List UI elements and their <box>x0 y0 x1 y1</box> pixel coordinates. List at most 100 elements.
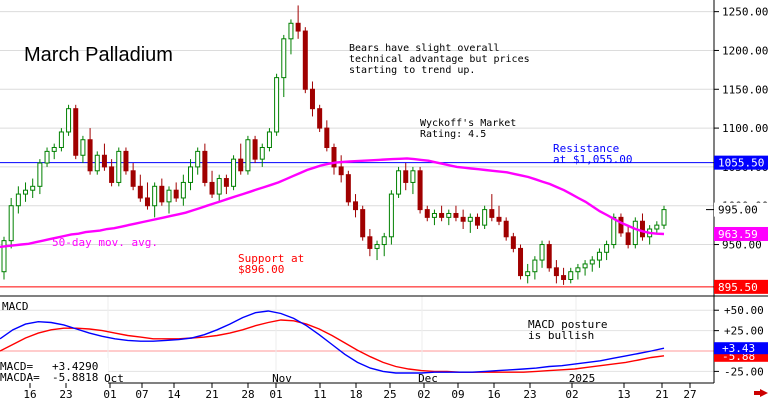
date-tick-label: 01 <box>103 388 116 401</box>
commentary-box: Bears have slight overall technical adva… <box>349 43 530 76</box>
date-tick-label: 16 <box>23 388 36 401</box>
macd-tick-label: +25.00 <box>724 325 764 338</box>
month-label: Nov <box>272 372 292 385</box>
candle-body <box>596 251 602 261</box>
rating-text: Wyckoff's Market Rating: 4.5 <box>420 118 517 140</box>
candle-body <box>309 88 315 110</box>
price-tick-label: 1150.00 <box>722 83 768 96</box>
candle-body <box>66 108 72 133</box>
candle-body <box>589 259 595 265</box>
support-label-2: $896.00 <box>238 263 284 276</box>
candle-body <box>216 178 222 195</box>
month-label: Dec <box>418 372 438 385</box>
candle-body <box>661 209 667 226</box>
resistance-label-2: at $1,055.00 <box>553 153 632 166</box>
resistance-axis-tag: 1055.50 <box>718 157 764 170</box>
macd-tick-label: +50.00 <box>724 304 764 317</box>
macd-tick-label: -25.00 <box>724 365 764 378</box>
candle-body <box>266 131 272 148</box>
date-tick-label: 01 <box>269 388 282 401</box>
candle-body <box>245 139 251 172</box>
candle-body <box>295 22 301 32</box>
candle-body <box>238 158 244 172</box>
macda-readout-value: -5.8818 <box>52 371 98 384</box>
candle-body <box>561 275 567 280</box>
date-tick-label: 09 <box>451 388 464 401</box>
commentary-text: Bears have slight overall technical adva… <box>349 43 530 76</box>
ma-axis-tag: 963.59 <box>718 228 758 241</box>
candle-body <box>80 139 86 156</box>
candle-body <box>553 267 559 277</box>
candle-body <box>439 212 445 218</box>
macd-posture-1: MACD posture <box>528 318 607 331</box>
candle-body <box>654 224 660 230</box>
candle-body <box>202 150 208 183</box>
month-label: Oct <box>104 372 124 385</box>
candle-body <box>324 127 330 148</box>
candle-body <box>87 139 93 172</box>
resistance-axis-tag-box <box>714 155 768 170</box>
candle-body <box>424 209 430 218</box>
candle-body <box>396 170 402 195</box>
candle-body <box>381 236 387 246</box>
month-label: 2025 <box>569 372 596 385</box>
candle-body <box>575 267 581 273</box>
date-tick-label: 16 <box>487 388 500 401</box>
candle-body <box>317 108 323 129</box>
moving-average-line <box>0 157 665 249</box>
candle-body <box>388 193 394 238</box>
date-tick-label: 11 <box>313 388 326 401</box>
date-tick-label: 13 <box>617 388 630 401</box>
date-tick-label: 02 <box>565 388 578 401</box>
candle-body <box>123 150 129 172</box>
candle-body <box>460 216 466 222</box>
candle-body <box>568 271 574 280</box>
candle-body <box>489 209 495 218</box>
candle-body <box>453 212 459 218</box>
candle-body <box>403 170 409 183</box>
price-tick-label: 1100.00 <box>722 122 768 135</box>
candle-body <box>632 220 638 246</box>
candle-body <box>525 271 531 277</box>
candle-body <box>109 166 115 183</box>
candle-body <box>166 189 172 203</box>
scroll-arrow-icon[interactable] <box>754 389 768 397</box>
macd-line <box>0 310 665 374</box>
support-label-1: Support at <box>238 252 304 265</box>
price-tick-label: 1200.00 <box>722 44 768 57</box>
candle-body <box>331 147 337 168</box>
candle-body <box>639 220 645 238</box>
macd-readout-value: +3.4290 <box>52 360 98 373</box>
candle-body <box>611 216 617 246</box>
macd-axis: +50.00+25.000.00-25.00-5.88+3.43 <box>714 304 768 378</box>
candle-body <box>345 174 351 203</box>
candle-body <box>288 22 294 40</box>
candle-body <box>37 162 43 187</box>
candle-body <box>144 197 150 207</box>
candle-body <box>503 220 509 238</box>
price-axis-tags: 1055.50 995.00 963.59 895.50 <box>706 155 768 294</box>
candle-body <box>417 170 423 211</box>
macda-line <box>0 319 665 373</box>
date-tick-label: 21 <box>655 388 668 401</box>
candle-body <box>231 158 237 187</box>
macd-title: MACD <box>2 300 29 313</box>
candle-body <box>30 185 36 191</box>
candle-body <box>374 244 380 249</box>
moving-average-label: 50-day mov. avg. <box>52 236 158 249</box>
candle-body <box>173 189 179 199</box>
candle-body <box>353 201 359 211</box>
date-tick-label: 23 <box>59 388 72 401</box>
rating-box: Wyckoff's Market Rating: 4.5 <box>420 118 517 140</box>
candle-body <box>625 232 631 246</box>
candle-body <box>367 236 373 249</box>
candle-body <box>618 216 624 234</box>
candle-body <box>259 147 265 160</box>
candle-body <box>281 38 287 79</box>
date-tick-label: 14 <box>167 388 181 401</box>
price-tick-label: 950.00 <box>722 239 762 252</box>
date-tick-label: 23 <box>523 388 536 401</box>
date-tick-label: 25 <box>383 388 396 401</box>
candle-body <box>338 166 344 176</box>
candle-body <box>410 170 416 183</box>
